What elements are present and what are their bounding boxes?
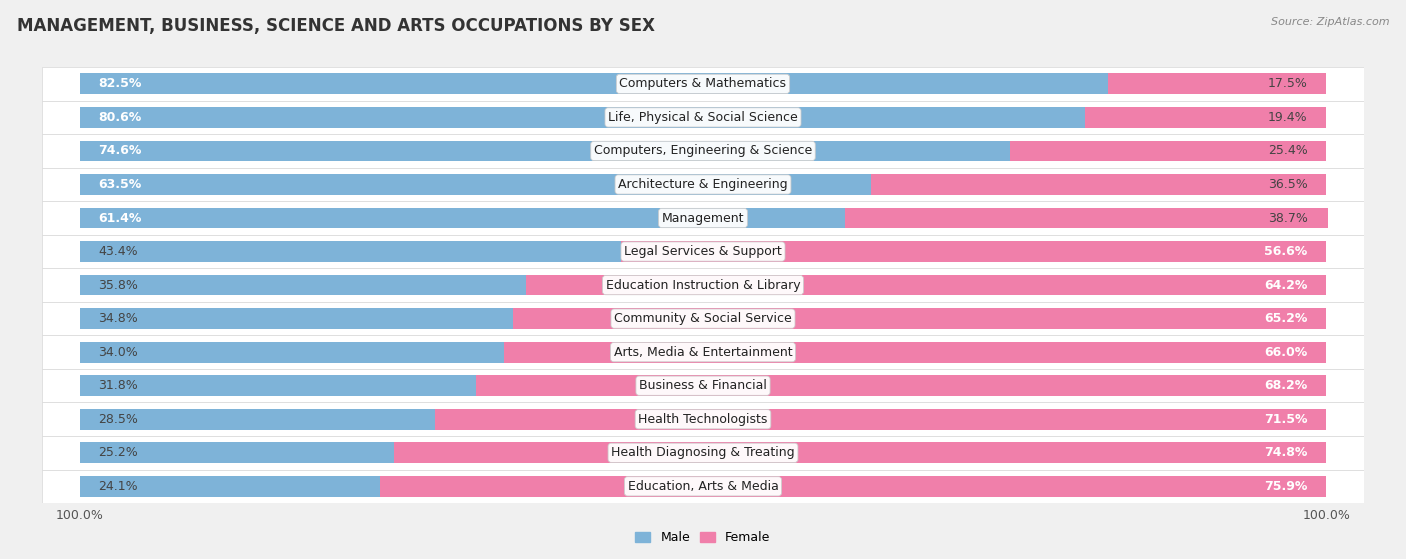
Text: Business & Financial: Business & Financial — [640, 379, 766, 392]
Bar — [477, 375, 1326, 396]
Bar — [80, 174, 872, 195]
Text: 34.8%: 34.8% — [98, 312, 138, 325]
Text: Arts, Media & Entertainment: Arts, Media & Entertainment — [613, 345, 793, 359]
Text: Education Instruction & Library: Education Instruction & Library — [606, 278, 800, 292]
Text: MANAGEMENT, BUSINESS, SCIENCE AND ARTS OCCUPATIONS BY SEX: MANAGEMENT, BUSINESS, SCIENCE AND ARTS O… — [17, 17, 655, 35]
Bar — [42, 436, 1364, 470]
Bar — [80, 73, 1108, 94]
Bar — [80, 241, 620, 262]
Text: 68.2%: 68.2% — [1264, 379, 1308, 392]
Text: 71.5%: 71.5% — [1264, 413, 1308, 426]
Bar — [526, 274, 1326, 296]
Bar — [42, 402, 1364, 436]
Bar — [80, 107, 1084, 128]
Bar — [80, 308, 513, 329]
Text: Life, Physical & Social Science: Life, Physical & Social Science — [609, 111, 797, 124]
Text: Health Technologists: Health Technologists — [638, 413, 768, 426]
Bar — [513, 308, 1326, 329]
Bar — [42, 369, 1364, 402]
Bar — [42, 268, 1364, 302]
Text: 74.8%: 74.8% — [1264, 446, 1308, 459]
Text: 35.8%: 35.8% — [98, 278, 138, 292]
Bar — [42, 134, 1364, 168]
Text: 63.5%: 63.5% — [98, 178, 142, 191]
Bar — [380, 476, 1326, 497]
Text: 75.9%: 75.9% — [1264, 480, 1308, 493]
Text: 66.0%: 66.0% — [1264, 345, 1308, 359]
Bar — [80, 442, 394, 463]
Text: 43.4%: 43.4% — [98, 245, 138, 258]
Legend: Male, Female: Male, Female — [630, 526, 776, 549]
Bar — [42, 168, 1364, 201]
Bar — [845, 207, 1327, 229]
Text: Computers, Engineering & Science: Computers, Engineering & Science — [593, 144, 813, 158]
Bar — [620, 241, 1326, 262]
Text: Legal Services & Support: Legal Services & Support — [624, 245, 782, 258]
Text: 82.5%: 82.5% — [98, 77, 142, 91]
Text: 25.2%: 25.2% — [98, 446, 138, 459]
Text: Source: ZipAtlas.com: Source: ZipAtlas.com — [1271, 17, 1389, 27]
Text: Computers & Mathematics: Computers & Mathematics — [620, 77, 786, 91]
Text: Community & Social Service: Community & Social Service — [614, 312, 792, 325]
Text: 34.0%: 34.0% — [98, 345, 138, 359]
Text: 25.4%: 25.4% — [1268, 144, 1308, 158]
Text: Architecture & Engineering: Architecture & Engineering — [619, 178, 787, 191]
Bar — [42, 101, 1364, 134]
Bar — [42, 201, 1364, 235]
Text: 65.2%: 65.2% — [1264, 312, 1308, 325]
Bar — [80, 476, 380, 497]
Text: 80.6%: 80.6% — [98, 111, 142, 124]
Bar — [80, 342, 503, 363]
Text: 38.7%: 38.7% — [1268, 211, 1308, 225]
Text: Management: Management — [662, 211, 744, 225]
Bar — [42, 235, 1364, 268]
Text: Health Diagnosing & Treating: Health Diagnosing & Treating — [612, 446, 794, 459]
Text: Education, Arts & Media: Education, Arts & Media — [627, 480, 779, 493]
Text: 17.5%: 17.5% — [1268, 77, 1308, 91]
Bar — [1108, 73, 1326, 94]
Bar — [80, 140, 1010, 162]
Bar — [80, 375, 477, 396]
Bar — [42, 335, 1364, 369]
Bar — [80, 207, 845, 229]
Bar — [42, 470, 1364, 503]
Text: 36.5%: 36.5% — [1268, 178, 1308, 191]
Bar — [42, 67, 1364, 101]
Bar — [872, 174, 1326, 195]
Text: 56.6%: 56.6% — [1264, 245, 1308, 258]
Text: 28.5%: 28.5% — [98, 413, 138, 426]
Bar — [434, 409, 1326, 430]
Text: 74.6%: 74.6% — [98, 144, 142, 158]
Bar — [42, 302, 1364, 335]
Bar — [503, 342, 1326, 363]
Bar — [1084, 107, 1326, 128]
Text: 61.4%: 61.4% — [98, 211, 142, 225]
Text: 64.2%: 64.2% — [1264, 278, 1308, 292]
Bar — [80, 274, 526, 296]
Text: 19.4%: 19.4% — [1268, 111, 1308, 124]
Text: 24.1%: 24.1% — [98, 480, 138, 493]
Bar — [80, 409, 434, 430]
Bar — [394, 442, 1326, 463]
Text: 31.8%: 31.8% — [98, 379, 138, 392]
Bar — [1010, 140, 1326, 162]
